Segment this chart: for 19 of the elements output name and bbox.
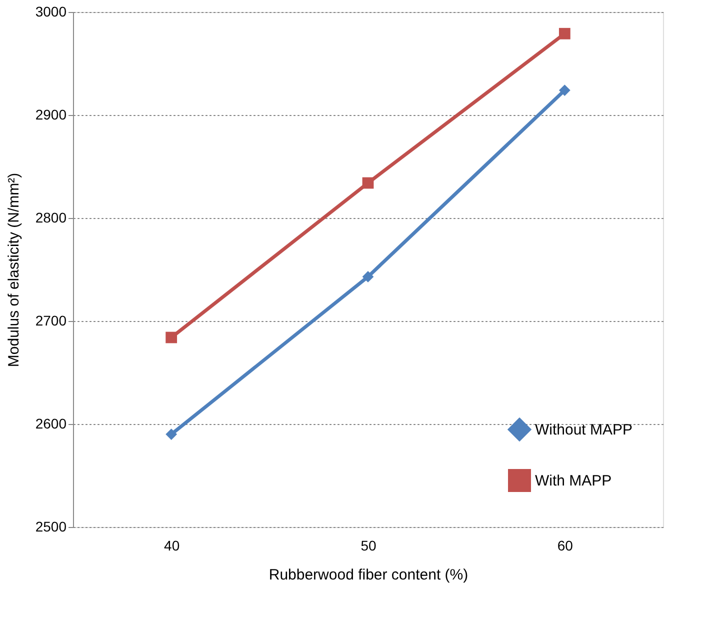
x-axis-title: Rubberwood fiber content (%)	[268, 566, 468, 584]
point	[558, 84, 570, 96]
y-tick-label: 2700	[35, 312, 67, 328]
y-axis-title: Modulus of elasticity (N/mm²)	[5, 172, 22, 368]
point	[362, 271, 374, 282]
point	[558, 28, 570, 40]
point	[166, 428, 178, 440]
point	[362, 177, 374, 189]
y-tick-label: 3000	[35, 4, 67, 20]
legend-label: With MAPP	[535, 472, 612, 490]
x-tick-label: 50	[360, 538, 376, 554]
y-tick-label: 2500	[35, 518, 67, 534]
x-tick-label: 60	[557, 538, 574, 554]
y-tick-label: 2800	[35, 210, 67, 226]
point	[166, 332, 178, 344]
legend-label: Without MAPP	[535, 422, 633, 438]
y-tick-label: 2600	[35, 416, 67, 432]
x-tick-label: 40	[164, 538, 180, 554]
y-tick-label: 2900	[35, 106, 67, 122]
